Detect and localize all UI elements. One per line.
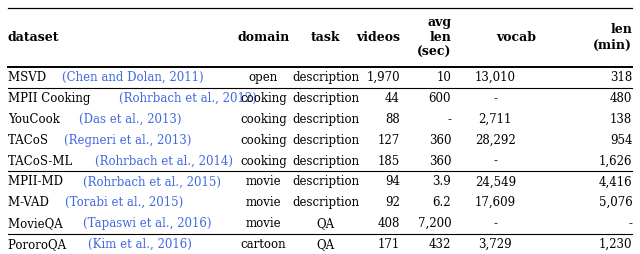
Text: QA: QA: [316, 217, 335, 230]
Text: 171: 171: [378, 238, 400, 251]
Text: description: description: [292, 134, 359, 147]
Text: cooking: cooking: [240, 92, 287, 105]
Text: movie: movie: [246, 196, 281, 209]
Text: YouCook: YouCook: [8, 113, 63, 126]
Text: 1,970: 1,970: [366, 71, 400, 84]
Text: MPII Cooking: MPII Cooking: [8, 92, 94, 105]
Text: cooking: cooking: [240, 113, 287, 126]
Text: 318: 318: [610, 71, 632, 84]
Text: -: -: [628, 217, 632, 230]
Text: movie: movie: [246, 217, 281, 230]
Text: 1,626: 1,626: [599, 154, 632, 168]
Text: 4,416: 4,416: [598, 175, 632, 188]
Text: 94: 94: [385, 175, 400, 188]
Text: 92: 92: [385, 196, 400, 209]
Text: TACoS-ML: TACoS-ML: [8, 154, 76, 168]
Text: description: description: [292, 71, 359, 84]
Text: 360: 360: [429, 154, 451, 168]
Text: 480: 480: [610, 92, 632, 105]
Text: 24,549: 24,549: [475, 175, 516, 188]
Text: (Chen and Dolan, 2011): (Chen and Dolan, 2011): [61, 71, 204, 84]
Text: M-VAD: M-VAD: [8, 196, 52, 209]
Text: TACoS: TACoS: [8, 134, 51, 147]
Text: PororoQA: PororoQA: [8, 238, 70, 251]
Text: (Regneri et al., 2013): (Regneri et al., 2013): [64, 134, 191, 147]
Text: 2,711: 2,711: [479, 113, 512, 126]
Text: 10: 10: [436, 71, 451, 84]
Text: 28,292: 28,292: [475, 134, 516, 147]
Text: cooking: cooking: [240, 154, 287, 168]
Text: 185: 185: [378, 154, 400, 168]
Text: (Rohrbach et al., 2014): (Rohrbach et al., 2014): [95, 154, 234, 168]
Text: vocab: vocab: [497, 31, 536, 44]
Text: -: -: [493, 154, 497, 168]
Text: description: description: [292, 175, 359, 188]
Text: 3,729: 3,729: [479, 238, 512, 251]
Text: MovieQA: MovieQA: [8, 217, 66, 230]
Text: videos: videos: [356, 31, 400, 44]
Text: description: description: [292, 92, 359, 105]
Text: 13,010: 13,010: [475, 71, 516, 84]
Text: description: description: [292, 113, 359, 126]
Text: description: description: [292, 196, 359, 209]
Text: (Rohrbach et al., 2015): (Rohrbach et al., 2015): [83, 175, 221, 188]
Text: 6.2: 6.2: [433, 196, 451, 209]
Text: 432: 432: [429, 238, 451, 251]
Text: (Torabi et al., 2015): (Torabi et al., 2015): [65, 196, 184, 209]
Text: dataset: dataset: [8, 31, 59, 44]
Text: -: -: [447, 113, 451, 126]
Text: description: description: [292, 154, 359, 168]
Text: 88: 88: [385, 113, 400, 126]
Text: (Kim et al., 2016): (Kim et al., 2016): [88, 238, 191, 251]
Text: QA: QA: [316, 238, 335, 251]
Text: movie: movie: [246, 175, 281, 188]
Text: 1,230: 1,230: [599, 238, 632, 251]
Text: cartoon: cartoon: [241, 238, 286, 251]
Text: -: -: [493, 92, 497, 105]
Text: 954: 954: [610, 134, 632, 147]
Text: domain: domain: [237, 31, 289, 44]
Text: 600: 600: [429, 92, 451, 105]
Text: -: -: [493, 217, 497, 230]
Text: cooking: cooking: [240, 134, 287, 147]
Text: task: task: [310, 31, 340, 44]
Text: 360: 360: [429, 134, 451, 147]
Text: 44: 44: [385, 92, 400, 105]
Text: 408: 408: [378, 217, 400, 230]
Text: len
(min): len (min): [593, 23, 632, 52]
Text: 7,200: 7,200: [417, 217, 451, 230]
Text: 127: 127: [378, 134, 400, 147]
Text: (Rohrbach et al., 2012): (Rohrbach et al., 2012): [119, 92, 257, 105]
Text: (Das et al., 2013): (Das et al., 2013): [79, 113, 182, 126]
Text: (Tapaswi et al., 2016): (Tapaswi et al., 2016): [83, 217, 212, 230]
Text: 3.9: 3.9: [433, 175, 451, 188]
Text: avg
len
(sec): avg len (sec): [417, 16, 451, 59]
Text: 138: 138: [610, 113, 632, 126]
Text: 5,076: 5,076: [598, 196, 632, 209]
Text: MSVD: MSVD: [8, 71, 49, 84]
Text: MPII-MD: MPII-MD: [8, 175, 67, 188]
Text: open: open: [249, 71, 278, 84]
Text: 17,609: 17,609: [475, 196, 516, 209]
